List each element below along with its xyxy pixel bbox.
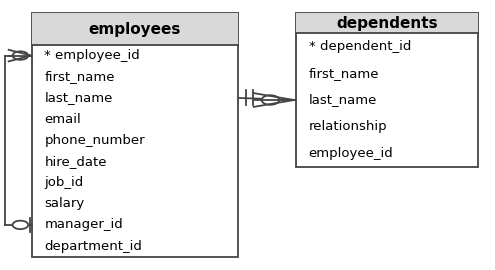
Text: employee_id: employee_id [309,147,394,160]
Text: department_id: department_id [45,239,142,252]
Text: * employee_id: * employee_id [45,49,140,62]
Text: hire_date: hire_date [45,155,107,168]
Bar [32,13,238,257]
Bar [297,13,478,167]
Text: job_id: job_id [45,176,84,189]
Bar [297,13,478,33]
Text: first_name: first_name [45,70,115,83]
Text: * dependent_id: * dependent_id [309,40,411,53]
Text: first_name: first_name [309,67,379,80]
Circle shape [12,221,28,229]
Text: phone_number: phone_number [45,134,145,147]
Text: manager_id: manager_id [45,218,123,231]
Text: relationship: relationship [309,120,387,133]
Circle shape [261,95,279,105]
Text: email: email [45,113,81,126]
Bar [32,13,238,45]
Text: dependents: dependents [336,16,438,31]
Text: salary: salary [45,197,85,210]
Text: employees: employees [89,22,181,37]
Text: last_name: last_name [309,93,377,106]
Text: last_name: last_name [45,92,113,104]
Circle shape [12,51,28,60]
